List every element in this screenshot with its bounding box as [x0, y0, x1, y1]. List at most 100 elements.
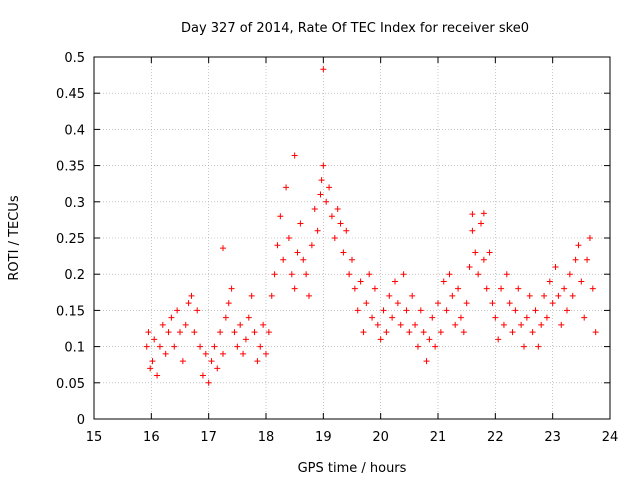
data-point — [426, 336, 433, 343]
x-tick-label: 18 — [258, 430, 275, 445]
data-point — [541, 292, 548, 299]
data-point — [417, 307, 424, 314]
data-point — [592, 329, 599, 336]
data-point — [291, 152, 298, 159]
data-point — [154, 372, 161, 379]
data-point — [303, 271, 310, 278]
data-point — [466, 263, 473, 270]
data-point — [254, 358, 261, 365]
data-point — [414, 343, 421, 350]
data-point — [440, 278, 447, 285]
data-point — [271, 271, 278, 278]
data-point — [543, 314, 550, 321]
data-point — [242, 336, 249, 343]
data-point — [521, 343, 527, 350]
data-point — [392, 278, 398, 285]
x-axis-label: GPS time / hours — [298, 461, 407, 476]
data-point — [188, 292, 195, 299]
data-point — [197, 343, 204, 350]
data-point — [349, 256, 355, 263]
data-point — [260, 321, 267, 328]
data-point — [374, 321, 381, 328]
data-point — [584, 256, 591, 263]
data-point — [363, 300, 370, 307]
data-point — [156, 343, 163, 350]
data-point — [331, 235, 338, 241]
data-point — [311, 206, 318, 213]
y-tick-label: 0.45 — [56, 87, 85, 102]
data-point — [403, 307, 410, 314]
data-point — [360, 329, 367, 336]
data-point — [351, 285, 358, 292]
data-point — [283, 184, 290, 191]
data-point — [455, 285, 462, 292]
data-point — [340, 249, 347, 256]
data-point — [208, 358, 215, 365]
y-tick-label: 0.05 — [56, 377, 85, 392]
data-point — [509, 329, 516, 336]
data-point — [168, 314, 175, 321]
data-point — [288, 271, 295, 278]
data-point — [561, 285, 568, 292]
data-point — [317, 191, 324, 198]
data-point — [225, 300, 232, 307]
data-point — [182, 321, 189, 328]
data-point — [406, 329, 413, 336]
data-point — [552, 263, 559, 270]
data-point — [546, 278, 553, 285]
data-point — [337, 220, 344, 227]
data-point — [251, 329, 258, 336]
data-point — [257, 343, 264, 350]
data-point — [149, 358, 156, 365]
data-point — [326, 184, 333, 191]
data-point — [589, 285, 596, 292]
data-point — [185, 300, 192, 307]
data-point — [147, 365, 154, 372]
data-point — [469, 227, 476, 234]
data-point — [220, 245, 226, 252]
data-point — [572, 256, 579, 263]
data-point — [446, 271, 453, 278]
data-point — [457, 314, 464, 321]
x-tick-label: 15 — [86, 430, 103, 445]
data-point — [248, 292, 255, 299]
data-point — [412, 321, 419, 328]
data-point — [460, 329, 467, 336]
data-point — [320, 162, 327, 169]
y-tick-label: 0.2 — [64, 268, 85, 283]
data-point — [443, 307, 450, 314]
data-point — [165, 329, 172, 336]
data-point — [549, 300, 556, 307]
data-point — [346, 271, 353, 278]
data-point — [222, 314, 229, 321]
chart-title: Day 327 of 2014, Rate Of TEC Index for r… — [181, 21, 529, 36]
data-point — [532, 307, 539, 314]
data-point — [389, 314, 396, 321]
data-point — [581, 314, 588, 321]
data-point — [274, 242, 281, 249]
data-point — [529, 329, 536, 336]
data-point — [323, 198, 330, 205]
data-point — [199, 372, 206, 379]
data-point — [145, 329, 152, 336]
data-point — [285, 235, 292, 241]
data-point — [463, 300, 470, 307]
data-point — [400, 271, 407, 278]
data-point — [449, 292, 456, 299]
data-point — [294, 249, 301, 256]
ticks: 15 16 17 18 19 20 21 22 23 24 0 0.05 0.1 0.15 0.2 0.25 0… — [56, 51, 618, 445]
y-tick-label: 0.35 — [56, 160, 85, 175]
data-point — [566, 271, 573, 278]
data-point — [220, 350, 226, 357]
data-point — [435, 300, 441, 307]
data-point — [357, 278, 364, 285]
data-point — [179, 358, 186, 365]
data-point — [191, 329, 198, 336]
data-point — [240, 350, 247, 357]
data-point — [297, 220, 304, 227]
x-tick-label: 16 — [143, 430, 160, 445]
data-point — [489, 300, 496, 307]
data-point — [423, 358, 430, 365]
